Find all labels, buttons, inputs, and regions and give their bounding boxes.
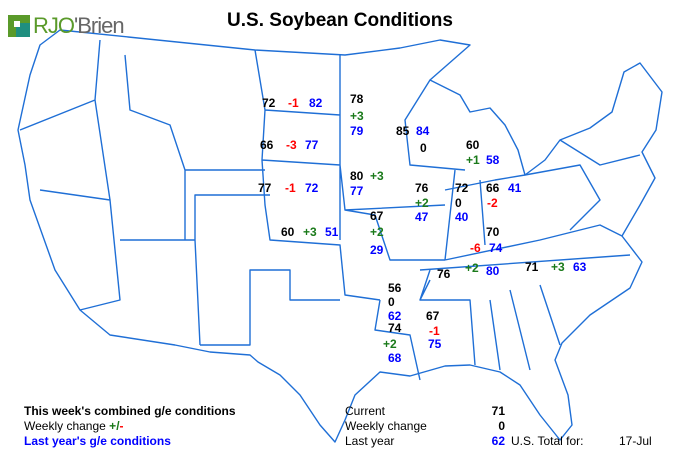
- state-ky-change: -6: [470, 241, 481, 255]
- us-outline: [17, 29, 663, 443]
- state-nc-last-year: 63: [573, 260, 587, 274]
- state-ms-last-year: 75: [428, 337, 442, 351]
- state-sd-current: 66: [260, 138, 274, 152]
- state-ia-change: +3: [370, 169, 384, 183]
- logo-wordmark: RJO'Brien: [33, 13, 125, 38]
- state-nc-change: +3: [551, 260, 565, 274]
- state-mn-current: 78: [350, 92, 364, 106]
- legend-last-year: Last year's g/e conditions: [24, 434, 171, 448]
- state-oh-current: 66: [486, 181, 500, 195]
- state-ar-last-year: 62: [388, 309, 402, 323]
- state-ia-current: 80: [350, 169, 364, 183]
- state-la-last-year: 68: [388, 351, 402, 365]
- state-ia-last-year: 77: [350, 184, 364, 198]
- state-mi-change: +1: [466, 153, 480, 167]
- legend-current: This week's combined g/e conditions: [24, 404, 236, 418]
- state-tn-change: +2: [465, 261, 479, 275]
- state-nd-current: 72: [262, 96, 276, 110]
- state-nc-current: 71: [525, 260, 539, 274]
- total-change-value: 0: [498, 419, 505, 433]
- logo-mark-icon: [8, 15, 30, 37]
- legend-plus: +: [109, 419, 117, 433]
- state-sd-change: -3: [286, 138, 297, 152]
- state-mn-change: +3: [350, 109, 364, 123]
- rjobrien-logo: RJO'Brien: [8, 13, 125, 39]
- state-ne-change: -1: [285, 181, 296, 195]
- legend-slash: /: [116, 419, 120, 433]
- total-label: U.S. Total for:: [511, 434, 584, 448]
- state-ks-current: 60: [281, 225, 295, 239]
- state-wi-current: 85: [396, 124, 410, 138]
- total-last-year-value: 62: [491, 434, 505, 448]
- state-in-last-year: 40: [455, 210, 469, 224]
- total-current-label: Current: [345, 404, 386, 418]
- state-mn-last-year: 79: [350, 124, 364, 138]
- state-nd-change: -1: [288, 96, 299, 110]
- state-la-current: 74: [388, 321, 402, 335]
- state-ne-last-year: 72: [305, 181, 319, 195]
- state-ne-current: 77: [258, 181, 272, 195]
- state-mo-current: 67: [370, 209, 384, 223]
- state-la-change: +2: [383, 337, 397, 351]
- state-wi-last-year: 84: [416, 124, 430, 138]
- state-ky-last-year: 74: [489, 241, 503, 255]
- state-ar-current: 56: [388, 281, 402, 295]
- legend-change-label: Weekly change: [24, 419, 110, 433]
- state-nd-last-year: 82: [309, 96, 323, 110]
- legend-minus: -: [119, 419, 124, 433]
- state-il-change: +2: [415, 196, 429, 210]
- state-oh-change: -2: [487, 196, 498, 210]
- page-title: U.S. Soybean Conditions: [227, 10, 453, 31]
- state-borders: [19, 39, 641, 381]
- state-mi-current: 60: [466, 138, 480, 152]
- state-tn-last-year: 80: [486, 264, 500, 278]
- state-mo-change: +2: [370, 225, 384, 239]
- state-wi-change: 0: [420, 141, 427, 155]
- state-in-change: 0: [455, 196, 462, 210]
- state-ks-last-year: 51: [325, 225, 339, 239]
- state-sd-last-year: 77: [305, 138, 319, 152]
- report-date: 17-Jul: [619, 434, 652, 448]
- state-ky-current: 70: [486, 225, 500, 239]
- state-tn-current: 76: [437, 267, 451, 281]
- state-il-last-year: 47: [415, 210, 429, 224]
- state-ar-change: 0: [388, 295, 395, 309]
- state-ms-change: -1: [429, 324, 440, 338]
- state-mi-last-year: 58: [486, 153, 500, 167]
- state-oh-last-year: 41: [508, 181, 522, 195]
- legend-change: Weekly change +/-: [24, 419, 124, 434]
- total-change-label: Weekly change: [345, 419, 427, 433]
- state-in-current: 72: [455, 181, 469, 195]
- total-last-year-label: Last year: [345, 434, 395, 448]
- state-mo-last-year: 29: [370, 243, 384, 257]
- state-ks-change: +3: [303, 225, 317, 239]
- state-ms-current: 67: [426, 309, 440, 323]
- total-current-value: 71: [491, 404, 505, 418]
- state-il-current: 76: [415, 181, 429, 195]
